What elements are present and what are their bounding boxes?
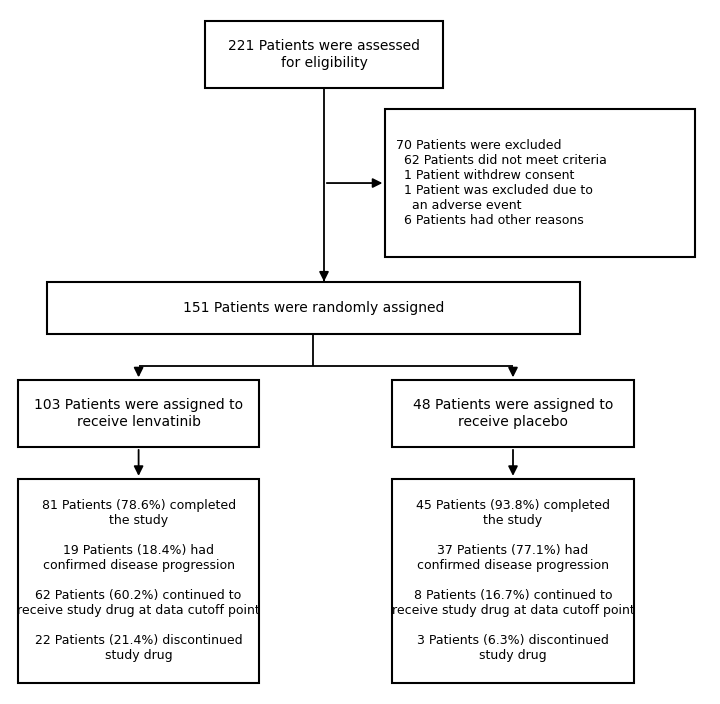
Bar (392, 380, 634, 447)
Text: 81 Patients (78.6%) completed
the study

19 Patients (18.4%) had
confirmed disea: 81 Patients (78.6%) completed the study … (17, 499, 260, 662)
Text: 45 Patients (93.8%) completed
the study

37 Patients (77.1%) had
confirmed disea: 45 Patients (93.8%) completed the study … (392, 499, 634, 662)
Bar (47, 282, 580, 334)
Text: 70 Patients were excluded
  62 Patients did not meet criteria
  1 Patient withdr: 70 Patients were excluded 62 Patients di… (396, 139, 607, 227)
Text: 48 Patients were assigned to
receive placebo: 48 Patients were assigned to receive pla… (413, 398, 613, 429)
Text: 151 Patients were randomly assigned: 151 Patients were randomly assigned (182, 301, 444, 315)
Bar (18, 479, 259, 683)
Bar (205, 21, 443, 88)
Bar (18, 380, 259, 447)
Bar (385, 109, 695, 257)
Bar (392, 479, 634, 683)
Text: 221 Patients were assessed
for eligibility: 221 Patients were assessed for eligibili… (228, 39, 420, 70)
Text: 103 Patients were assigned to
receive lenvatinib: 103 Patients were assigned to receive le… (34, 398, 243, 429)
